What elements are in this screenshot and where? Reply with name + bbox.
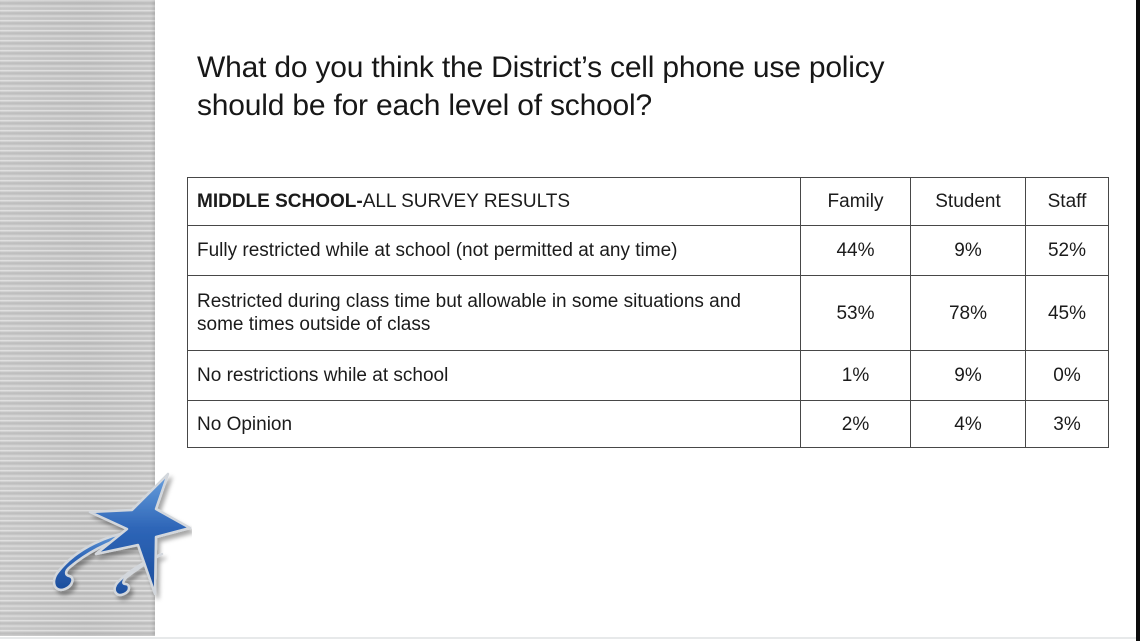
column-header-family: Family xyxy=(800,177,911,226)
slide-title: What do you think the District’s cell ph… xyxy=(197,49,1027,125)
column-header-staff: Staff xyxy=(1025,177,1109,226)
cell-family: 1% xyxy=(800,350,911,401)
cell-family: 2% xyxy=(800,400,911,448)
table-row: No restrictions while at school 1% 9% 0% xyxy=(187,350,1109,401)
table-title-rest: ALL SURVEY RESULTS xyxy=(362,191,571,212)
cell-student: 4% xyxy=(910,400,1026,448)
table-row: Fully restricted while at school (not pe… xyxy=(187,225,1109,276)
table-title-cell: MIDDLE SCHOOL-ALL SURVEY RESULTS xyxy=(187,177,801,226)
slide-title-line2: should be for each level of school? xyxy=(197,89,652,122)
district-logo xyxy=(44,468,192,610)
row-label: Fully restricted while at school (not pe… xyxy=(187,225,801,276)
cell-staff: 0% xyxy=(1025,350,1109,401)
table-header-row: MIDDLE SCHOOL-ALL SURVEY RESULTS Family … xyxy=(187,177,1109,226)
cell-student: 9% xyxy=(910,350,1026,401)
cell-family: 44% xyxy=(800,225,911,276)
slide-right-edge-border xyxy=(1136,0,1140,641)
row-label: Restricted during class time but allowab… xyxy=(187,275,801,351)
cell-student: 9% xyxy=(910,225,1026,276)
cell-staff: 45% xyxy=(1025,275,1109,351)
slide-bottom-edge-line xyxy=(0,637,1140,639)
column-header-student: Student xyxy=(910,177,1026,226)
cell-family: 53% xyxy=(800,275,911,351)
survey-results-table: MIDDLE SCHOOL-ALL SURVEY RESULTS Family … xyxy=(187,177,1109,448)
row-label: No Opinion xyxy=(187,400,801,448)
table-row: Restricted during class time but allowab… xyxy=(187,275,1109,351)
slide-title-line1: What do you think the District’s cell ph… xyxy=(197,51,885,84)
row-label: No restrictions while at school xyxy=(187,350,801,401)
table-title-bold: MIDDLE SCHOOL- xyxy=(197,191,363,212)
table-row: No Opinion 2% 4% 3% xyxy=(187,400,1109,448)
star-swoosh-icon xyxy=(52,472,192,597)
cell-staff: 3% xyxy=(1025,400,1109,448)
cell-staff: 52% xyxy=(1025,225,1109,276)
cell-student: 78% xyxy=(910,275,1026,351)
